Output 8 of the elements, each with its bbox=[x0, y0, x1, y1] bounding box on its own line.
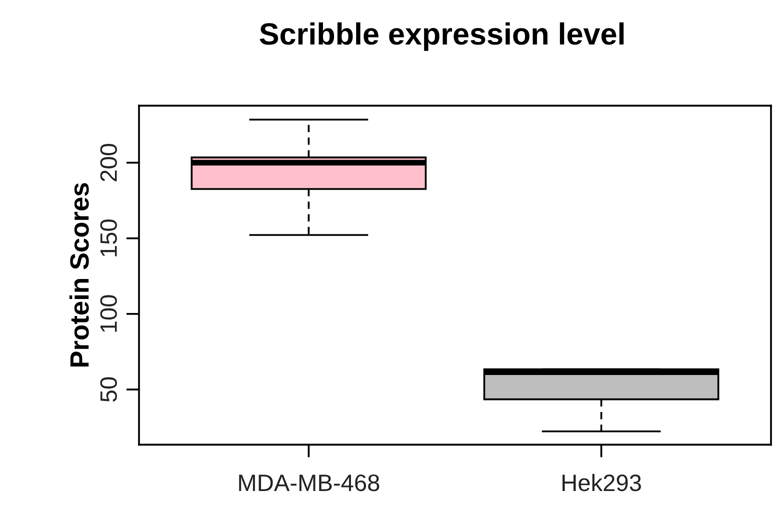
y-axis-title: Protein Scores bbox=[69, 183, 89, 367]
x-tick-label: MDA-MB-468 bbox=[239, 474, 380, 492]
y-tick-label: 200 bbox=[100, 144, 117, 182]
y-tick-label: 150 bbox=[100, 220, 117, 256]
x-tick-label: Hek293 bbox=[562, 474, 641, 492]
y-tick-label: 100 bbox=[100, 295, 117, 332]
chart-title: Scribble expression level bbox=[260, 22, 624, 51]
y-tick-label: 50 bbox=[100, 377, 117, 402]
